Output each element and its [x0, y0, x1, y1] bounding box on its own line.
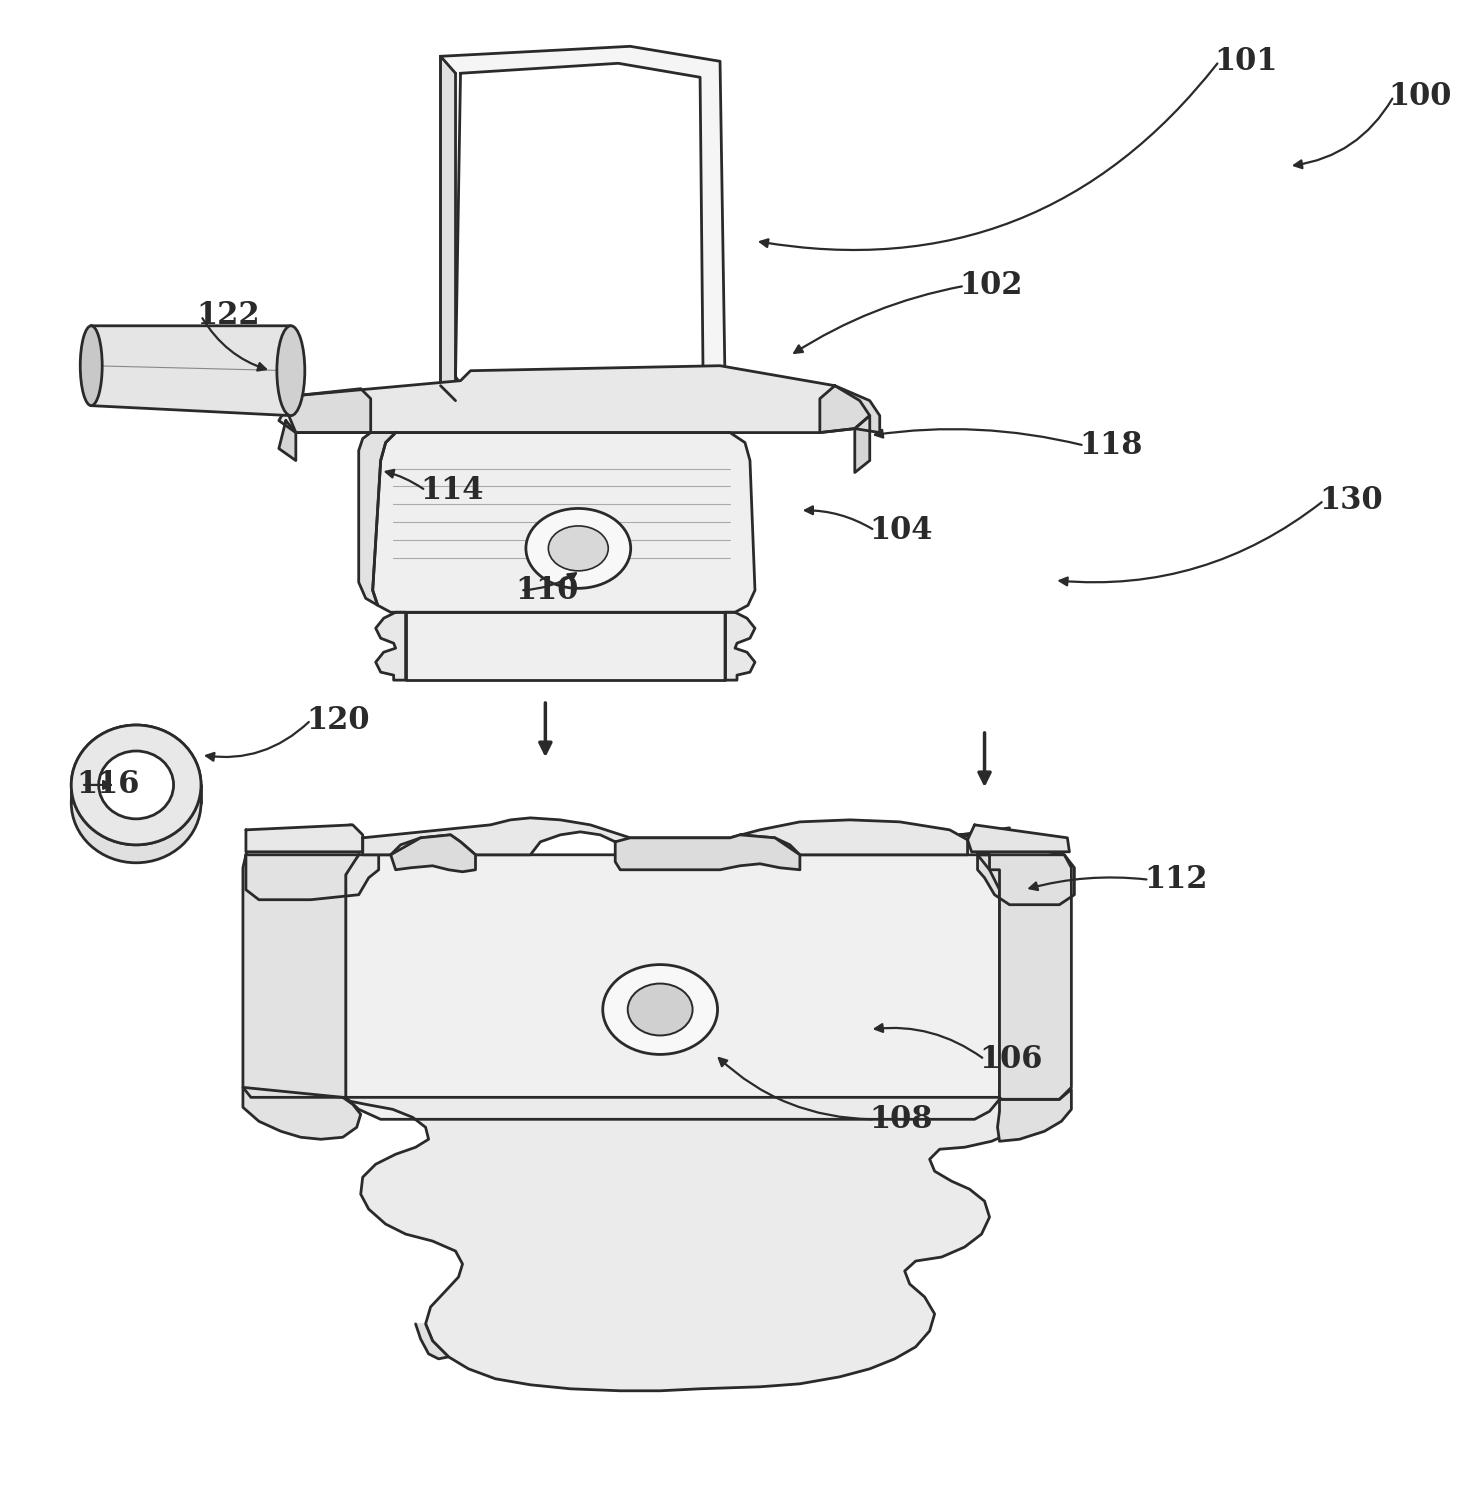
- Polygon shape: [819, 386, 880, 432]
- Ellipse shape: [627, 984, 692, 1036]
- Text: 120: 120: [306, 704, 370, 736]
- Ellipse shape: [549, 526, 608, 571]
- Ellipse shape: [527, 508, 630, 589]
- Text: 102: 102: [960, 271, 1023, 302]
- Ellipse shape: [71, 743, 201, 863]
- Ellipse shape: [71, 725, 201, 845]
- Ellipse shape: [71, 725, 201, 845]
- Polygon shape: [855, 416, 870, 472]
- Polygon shape: [960, 828, 1074, 904]
- Text: 130: 130: [1319, 484, 1383, 516]
- Text: 100: 100: [1389, 81, 1452, 112]
- Ellipse shape: [277, 326, 305, 416]
- Polygon shape: [978, 855, 1071, 1099]
- Polygon shape: [359, 432, 396, 605]
- Text: 122: 122: [197, 300, 260, 332]
- Ellipse shape: [99, 750, 173, 819]
- Ellipse shape: [80, 326, 102, 405]
- Polygon shape: [280, 420, 296, 460]
- Text: 108: 108: [870, 1103, 933, 1135]
- Polygon shape: [997, 1090, 1071, 1141]
- Ellipse shape: [603, 964, 717, 1054]
- Polygon shape: [92, 326, 291, 416]
- Text: 106: 106: [979, 1044, 1043, 1075]
- Text: 114: 114: [420, 475, 484, 505]
- Polygon shape: [441, 46, 725, 401]
- Polygon shape: [390, 834, 475, 872]
- Polygon shape: [405, 613, 725, 680]
- Polygon shape: [373, 432, 754, 613]
- Text: 110: 110: [515, 574, 578, 605]
- Text: 112: 112: [1145, 864, 1208, 896]
- Polygon shape: [967, 825, 1069, 852]
- Polygon shape: [243, 1087, 361, 1139]
- Polygon shape: [362, 818, 967, 855]
- Text: 104: 104: [870, 514, 933, 546]
- Polygon shape: [725, 613, 754, 680]
- Polygon shape: [346, 855, 1000, 1120]
- Polygon shape: [456, 63, 703, 387]
- Polygon shape: [243, 855, 359, 1097]
- Polygon shape: [246, 825, 379, 900]
- Text: 101: 101: [1214, 46, 1278, 76]
- Polygon shape: [416, 1325, 448, 1359]
- Polygon shape: [376, 613, 405, 680]
- Text: 116: 116: [77, 770, 139, 800]
- Polygon shape: [246, 825, 362, 852]
- Polygon shape: [340, 1097, 1015, 1390]
- Polygon shape: [280, 366, 870, 432]
- Text: 118: 118: [1080, 431, 1143, 460]
- Polygon shape: [285, 389, 371, 432]
- Polygon shape: [615, 834, 800, 870]
- Polygon shape: [441, 57, 456, 401]
